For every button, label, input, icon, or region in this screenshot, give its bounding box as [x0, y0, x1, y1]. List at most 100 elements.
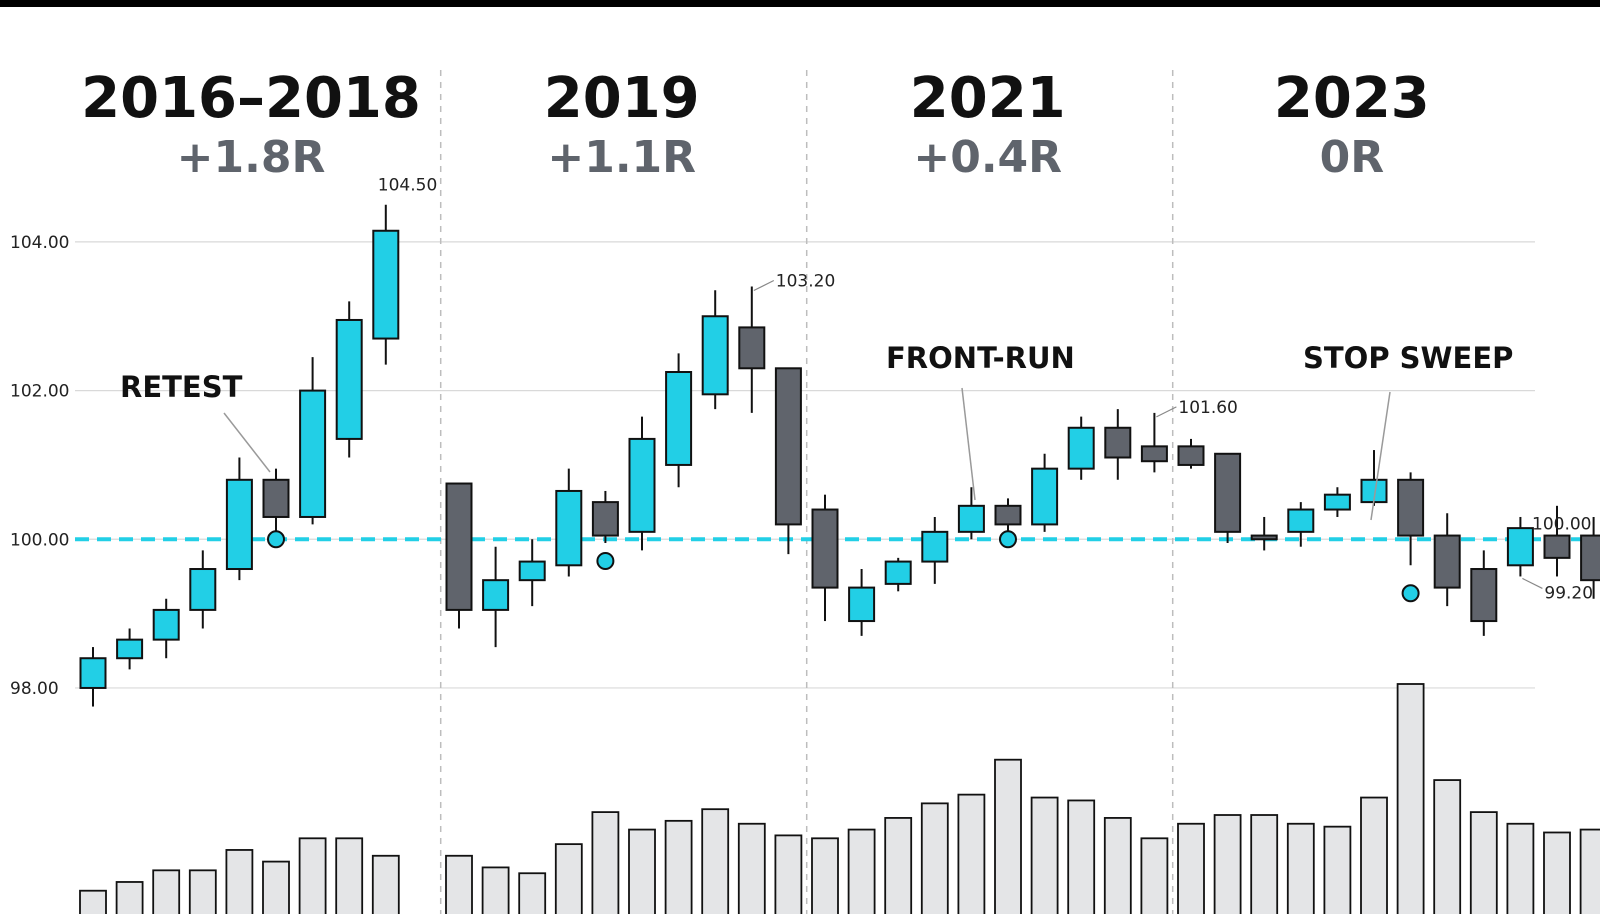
volume-bar	[1067, 799, 1096, 914]
volume-bar	[152, 869, 181, 914]
volume-bar	[737, 822, 766, 914]
volume-bar	[1469, 811, 1498, 914]
bull-candle	[482, 579, 510, 611]
volume-bar	[481, 866, 510, 914]
bull-candle	[884, 560, 912, 585]
bull-candle	[335, 318, 363, 440]
annotation-leader	[1370, 391, 1391, 521]
volume-bars	[79, 683, 1600, 914]
annotation-label: FRONT-RUN	[886, 341, 1075, 375]
volume-bar	[1140, 837, 1169, 914]
volume-bar	[628, 828, 656, 914]
bull-candle	[299, 389, 327, 518]
volume-bar	[1030, 796, 1059, 914]
bear-candle	[1214, 452, 1242, 533]
volume-bar	[1250, 814, 1279, 914]
volume-bar	[188, 869, 217, 914]
volume-bar	[1433, 779, 1462, 914]
volume-bar	[335, 837, 364, 914]
bull-candle	[116, 638, 144, 660]
bear-candle	[1140, 445, 1168, 463]
bull-candle	[957, 504, 985, 533]
touch-marker	[1401, 584, 1420, 603]
annotation-label: STOP SWEEP	[1303, 341, 1513, 375]
candles	[79, 204, 1600, 707]
period-result: +1.8R	[177, 132, 326, 183]
bull-candle	[79, 657, 107, 689]
price-label: 99.20	[1544, 583, 1593, 603]
y-tick-label: 98.00	[10, 679, 59, 699]
volume-bar	[298, 837, 327, 914]
touch-marker	[999, 530, 1017, 549]
bear-candle	[1104, 426, 1132, 459]
price-label: 104.50	[378, 176, 437, 196]
volume-bar	[1323, 825, 1352, 914]
volume-bar	[1543, 831, 1571, 914]
bear-candle	[994, 504, 1022, 526]
period-result: +0.4R	[913, 132, 1062, 183]
price-label-leader	[753, 279, 775, 292]
touch-markers	[267, 530, 1420, 603]
volume-bar	[591, 811, 620, 914]
period-title: 2019	[544, 66, 700, 131]
bear-candle	[1250, 534, 1278, 541]
volume-bar	[774, 834, 803, 914]
annotation-leader	[961, 387, 976, 501]
bull-candle	[848, 586, 876, 623]
level-label: 100.00	[1532, 514, 1591, 534]
volume-bar	[1103, 817, 1132, 914]
bull-candle	[1323, 493, 1351, 511]
bear-candle	[1433, 534, 1461, 589]
bull-candle	[372, 229, 400, 340]
bear-candle	[262, 478, 290, 518]
bear-candle	[445, 482, 473, 611]
volume-bar	[957, 793, 986, 914]
period-title: 2021	[910, 66, 1066, 131]
period-title: 2016–2018	[81, 66, 421, 131]
y-tick-label: 104.00	[10, 233, 69, 253]
volume-bar	[554, 843, 583, 914]
bear-candle	[1470, 568, 1498, 623]
volume-bar	[371, 854, 400, 914]
volume-bar	[701, 808, 730, 914]
price-label: 103.20	[776, 272, 835, 292]
volume-bar	[445, 854, 473, 914]
period-title: 2023	[1274, 66, 1430, 131]
volume-bar	[1286, 822, 1315, 914]
period-result: +1.1R	[547, 132, 696, 183]
bear-candle	[811, 508, 839, 589]
bull-candle	[518, 560, 546, 582]
annotation-leader	[223, 412, 271, 473]
volume-bar	[518, 872, 547, 914]
y-tick-label: 102.00	[10, 382, 69, 402]
period-dividers	[439, 70, 1174, 914]
bear-candle	[774, 367, 802, 526]
volume-bar	[1579, 828, 1600, 914]
volume-bar	[847, 828, 876, 914]
bear-candle	[1397, 478, 1425, 537]
volume-bar	[1360, 796, 1388, 914]
annotation-label: RETEST	[120, 370, 243, 404]
volume-bar	[994, 758, 1022, 914]
period-result: 0R	[1320, 132, 1385, 183]
bull-candle	[701, 315, 729, 396]
bull-candle	[555, 489, 583, 567]
bull-candle	[1031, 467, 1059, 526]
price-label: 101.60	[1178, 398, 1237, 418]
bull-candle	[665, 371, 693, 466]
bull-candle	[225, 478, 253, 571]
bull-candle	[1287, 508, 1315, 533]
bull-candle	[628, 437, 656, 533]
bull-candle	[1506, 527, 1534, 567]
volume-bar	[920, 802, 949, 914]
volume-bar	[664, 819, 693, 914]
y-tick-label: 100.00	[10, 530, 69, 550]
volume-bar	[225, 849, 254, 914]
bull-candle	[1067, 426, 1095, 470]
touch-marker	[267, 530, 285, 549]
bear-candle	[1580, 534, 1600, 582]
bull-candle	[152, 608, 180, 641]
